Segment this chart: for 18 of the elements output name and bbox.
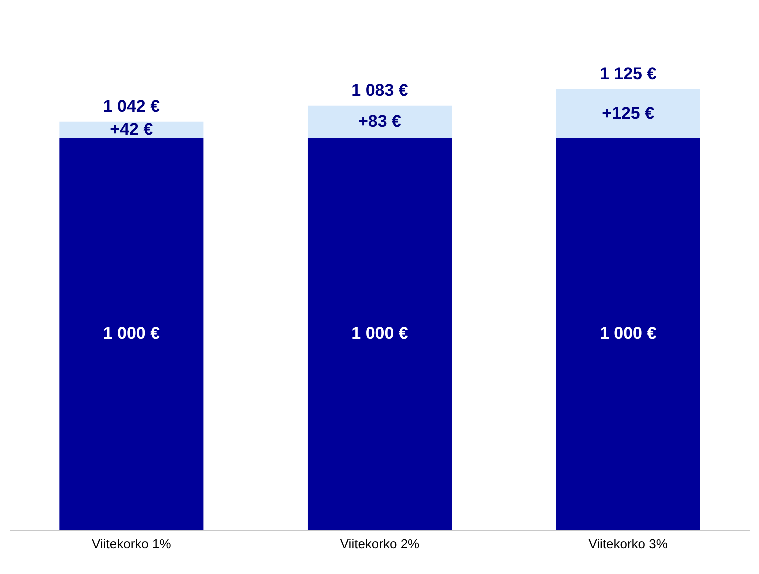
x-tick-label: Viitekorko 3% [588,536,668,552]
x-tick-label: Viitekorko 1% [92,536,172,552]
x-tick-label: Viitekorko 2% [340,536,420,552]
data-label: +125 € [602,104,656,123]
data-label: +42 € [110,120,154,140]
data-label: 1 000 € [600,324,658,344]
total-label: 1 125 € [600,64,658,84]
bar [556,89,700,138]
bar [308,106,452,138]
bar [308,138,452,530]
total-label: 1 042 € [103,96,161,116]
data-label: 1 000 € [352,324,409,344]
total-label: 1 083 € [352,80,409,100]
bar [556,138,700,530]
bar [60,138,204,530]
data-label: +83 € [358,112,402,132]
bar [60,122,204,138]
data-label: 1 000 € [103,324,161,344]
